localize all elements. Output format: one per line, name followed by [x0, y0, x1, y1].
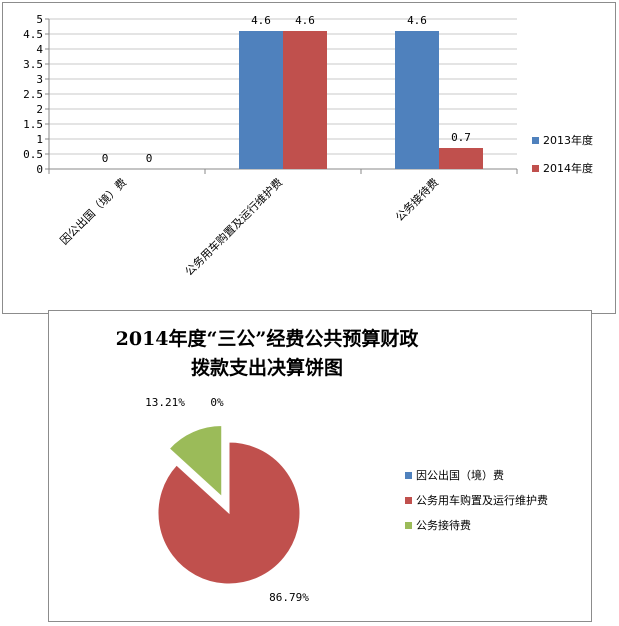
- pie-percent-label: 13.21%: [145, 396, 185, 409]
- legend-swatch: [405, 472, 412, 479]
- legend-label: 因公出国（境）费: [416, 468, 504, 482]
- y-tick-label: 3.5: [23, 58, 43, 71]
- data-label: 0: [146, 152, 153, 165]
- bar-2013: [239, 31, 283, 169]
- data-label: 4.6: [295, 14, 315, 27]
- y-tick-label: 4: [36, 43, 43, 56]
- legend-swatch: [405, 522, 412, 529]
- bar-2014: [283, 31, 327, 169]
- legend-swatch: [532, 165, 539, 172]
- y-tick-label: 5: [36, 13, 43, 26]
- pie-slice: [168, 425, 223, 498]
- legend-label: 公务接待费: [416, 518, 471, 532]
- data-label: 0.7: [451, 131, 471, 144]
- bar-2013: [395, 31, 439, 169]
- x-category-label: 公务接待费: [392, 175, 441, 224]
- pie-percent-label: 86.79%: [269, 591, 309, 604]
- pie-slice: [157, 441, 301, 585]
- data-label: 0: [102, 152, 109, 165]
- y-tick-label: 3: [36, 73, 43, 86]
- y-tick-label: 1: [36, 133, 43, 146]
- y-tick-label: 2: [36, 103, 43, 116]
- bar-chart-panel: 0 0.5 1 1.5 2 2.5 3 3.5 4 4.5 5 0 0 因公出国（境）费 4.6 4.6 公务用…: [2, 2, 616, 314]
- data-label: 4.6: [407, 14, 427, 27]
- legend-label: 2013年度: [543, 133, 593, 147]
- x-category-label: 公务用车购置及运行维护费: [182, 175, 285, 278]
- pie-title-line: 2014年度“三公”经费公共预算财政: [116, 327, 420, 350]
- y-tick-label: 0: [36, 163, 43, 176]
- x-category-label: 因公出国（境）费: [57, 175, 129, 247]
- y-tick-label: 2.5: [23, 88, 43, 101]
- bar-2014: [439, 148, 483, 169]
- bar-chart: 0 0.5 1 1.5 2 2.5 3 3.5 4 4.5 5 0 0 因公出国（境）费 4.6 4.6 公务用…: [23, 13, 593, 278]
- pie-title-line: 拨款支出决算饼图: [191, 356, 343, 379]
- legend-label: 公务用车购置及运行维护费: [416, 493, 548, 507]
- y-tick-label: 1.5: [23, 118, 43, 131]
- y-tick-label: 4.5: [23, 28, 43, 41]
- pie-percent-label: 0%: [210, 396, 224, 409]
- y-tick-label: 0.5: [23, 148, 43, 161]
- legend-swatch: [405, 497, 412, 504]
- legend-label: 2014年度: [543, 161, 593, 175]
- legend-swatch: [532, 137, 539, 144]
- pie-chart-panel: 2014年度“三公”经费公共预算财政 拨款支出决算饼图 0% 86.79% 13.21%…: [48, 310, 592, 622]
- data-label: 4.6: [251, 14, 271, 27]
